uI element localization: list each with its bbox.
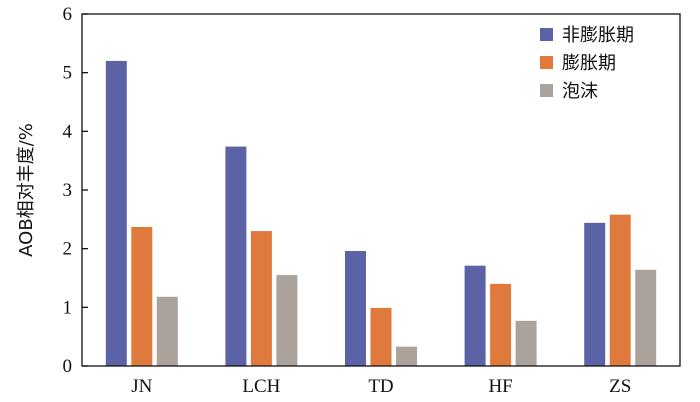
x-tick-label: LCH <box>242 376 280 397</box>
x-tick-label: ZS <box>609 376 631 397</box>
y-tick-label: 6 <box>63 4 73 25</box>
bar-HF-0 <box>464 265 486 366</box>
bar-ZS-0 <box>584 222 606 366</box>
x-tick-label: JN <box>131 376 152 397</box>
y-tick-label: 4 <box>63 121 73 142</box>
bar-JN-2 <box>156 296 178 366</box>
x-tick-label: TD <box>368 376 393 397</box>
y-tick-label: 1 <box>63 297 73 318</box>
bar-JN-0 <box>105 60 127 366</box>
bar-HF-1 <box>490 283 512 366</box>
legend-label-2: 泡沫 <box>562 81 598 102</box>
bar-ZS-1 <box>609 214 631 366</box>
x-axis: JN LCH TD HF ZS <box>131 376 631 397</box>
bars-layer <box>105 60 657 366</box>
bar-HF-2 <box>515 320 537 366</box>
bar-TD-1 <box>370 307 392 366</box>
y-tick-label: 3 <box>63 180 73 201</box>
legend-label-1: 膨胀期 <box>562 53 616 74</box>
y-axis-title: AOB相对丰度/% <box>16 123 37 257</box>
bar-LCH-0 <box>225 146 247 366</box>
bar-JN-1 <box>131 226 153 366</box>
bar-LCH-1 <box>250 231 272 366</box>
legend-swatch-1 <box>540 56 553 69</box>
x-tick-label: HF <box>488 376 512 397</box>
legend-label-0: 非膨胀期 <box>562 25 634 46</box>
bar-ZS-2 <box>635 269 657 366</box>
bar-LCH-2 <box>276 275 298 366</box>
y-tick-label: 5 <box>63 63 73 84</box>
legend-swatch-0 <box>540 28 553 41</box>
bar-TD-0 <box>345 251 366 366</box>
y-tick-label: 0 <box>63 356 73 377</box>
y-tick-label: 2 <box>63 239 73 260</box>
bar-TD-2 <box>396 346 417 366</box>
y-axis: 0 1 2 3 4 5 6 <box>63 4 88 377</box>
legend-swatch-2 <box>540 84 553 97</box>
